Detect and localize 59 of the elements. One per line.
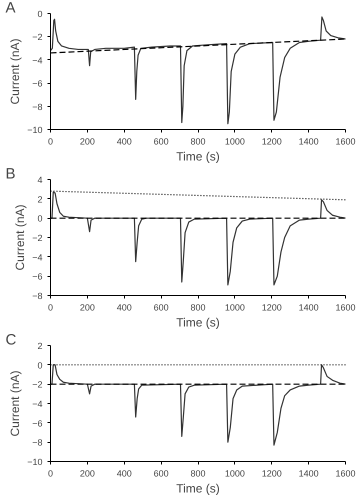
x-tick-label: 1200: [262, 136, 282, 146]
y-tick-label: −10: [27, 457, 43, 467]
x-tick-label: 1400: [298, 136, 319, 146]
chart-title: A: [6, 0, 16, 16]
line-series: [50, 191, 346, 286]
x-tick-label: 0: [48, 302, 54, 312]
x-tick-label: 600: [154, 302, 169, 312]
x-tick-label: 1600: [335, 468, 356, 478]
y-axis-title: Current (nA): [8, 38, 22, 105]
chart-title: C: [6, 332, 16, 348]
x-tick-label: 1600: [335, 136, 356, 146]
y-tick-label: 2: [37, 341, 43, 351]
y-tick-label: 0: [37, 214, 43, 224]
x-tick-label: 600: [154, 136, 169, 146]
y-tick-label: −6: [32, 418, 43, 428]
line-series: [50, 16, 346, 124]
x-axis-title: Time (s): [176, 150, 220, 164]
y-tick-label: −8: [32, 291, 43, 301]
x-tick-label: 1400: [298, 302, 319, 312]
y-axis-title: Current (nA): [13, 204, 28, 271]
y-tick-label: 0: [37, 360, 43, 370]
y-tick-label: −6: [32, 78, 43, 89]
y-tick-label: −4: [32, 252, 43, 262]
x-tick-label: 1000: [224, 136, 245, 146]
x-tick-label: 200: [80, 302, 95, 312]
x-tick-label: 800: [190, 302, 206, 312]
x-tick-label: 0: [48, 468, 54, 478]
x-tick-label: 1400: [298, 468, 319, 478]
line-series: [50, 364, 346, 446]
x-tick-label: 1000: [224, 302, 245, 312]
y-tick-label: −10: [27, 125, 43, 135]
x-axis-title: Time (s): [176, 482, 220, 496]
chart-title: B: [6, 166, 16, 182]
y-tick-label: −4: [32, 55, 43, 66]
y-tick-label: −2: [32, 233, 43, 243]
x-axis-title: Time (s): [176, 316, 220, 330]
x-tick-label: 1200: [262, 302, 282, 312]
x-tick-label: 800: [190, 136, 206, 146]
y-tick-label: −4: [32, 399, 43, 409]
y-tick-label: −8: [32, 102, 43, 112]
x-tick-label: 1600: [335, 302, 356, 312]
x-tick-label: 400: [116, 136, 132, 146]
x-tick-label: 0: [48, 136, 54, 146]
x-tick-label: 1000: [224, 468, 245, 478]
x-tick-label: 400: [116, 302, 132, 312]
x-tick-label: 400: [116, 468, 132, 478]
y-tick-label: −2: [32, 32, 43, 42]
x-tick-label: 800: [190, 468, 206, 478]
y-axis-title: Current (nA): [8, 370, 22, 437]
y-tick-label: 0: [37, 9, 43, 19]
y-tick-label: −2: [32, 380, 43, 390]
x-tick-label: 200: [80, 468, 95, 478]
y-tick-label: −8: [32, 438, 43, 448]
x-tick-label: 200: [80, 136, 95, 146]
x-tick-label: 1200: [262, 468, 282, 478]
y-tick-label: 4: [37, 175, 43, 185]
y-tick-label: 2: [37, 194, 43, 204]
x-tick-label: 600: [154, 468, 169, 478]
y-tick-label: −6: [32, 272, 43, 282]
